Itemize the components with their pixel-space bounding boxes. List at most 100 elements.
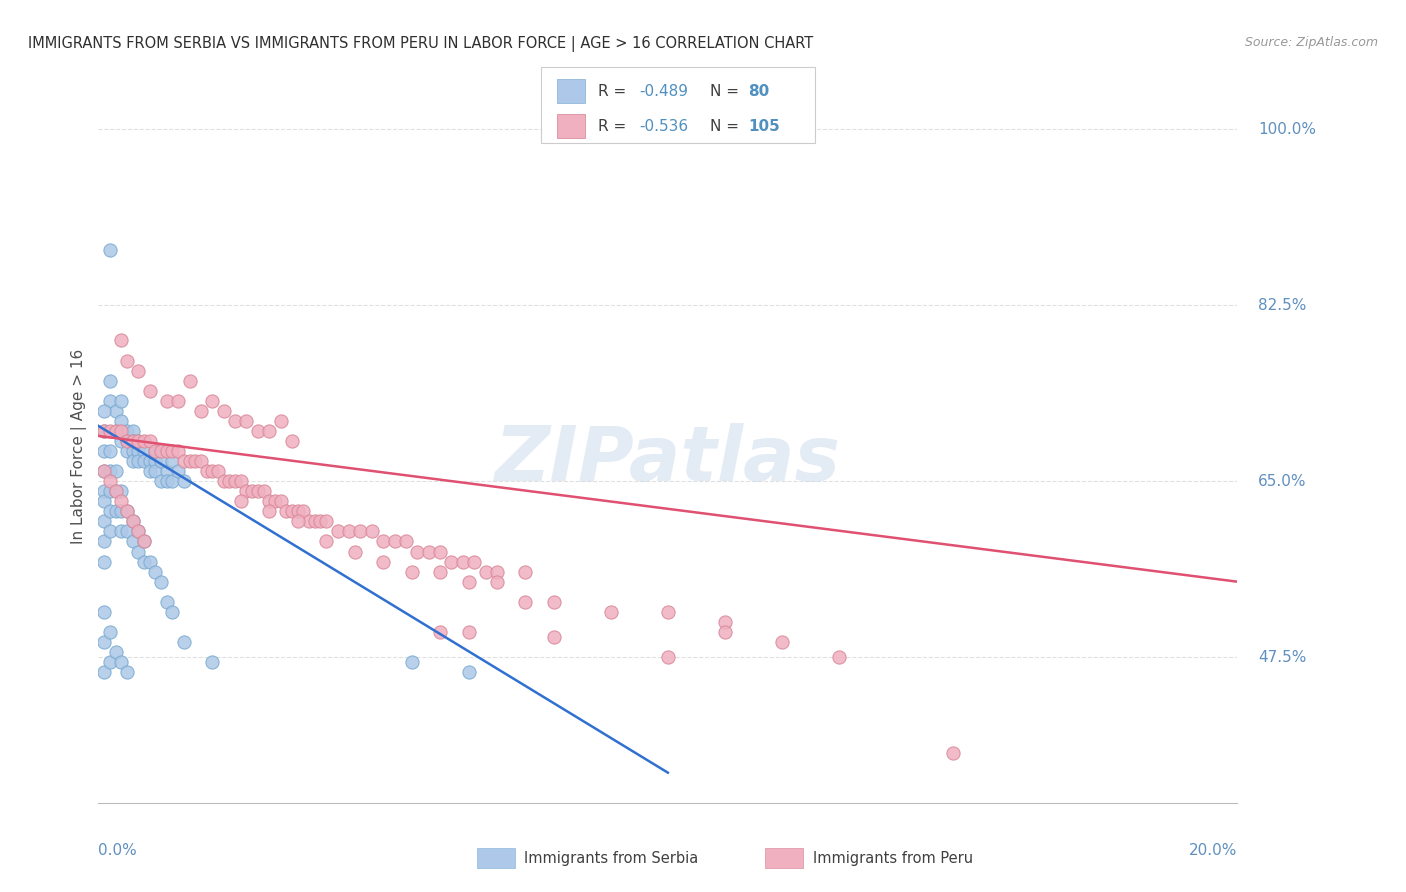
Point bbox=[162, 474, 184, 488]
Point bbox=[145, 464, 167, 478]
Point bbox=[463, 555, 485, 569]
Text: 0.0%: 0.0% bbox=[98, 843, 138, 858]
Point bbox=[115, 424, 138, 438]
Point bbox=[115, 434, 138, 448]
Point bbox=[657, 650, 679, 665]
Point bbox=[195, 464, 218, 478]
Point bbox=[98, 524, 121, 539]
Point bbox=[93, 605, 115, 619]
Point bbox=[156, 474, 179, 488]
Point bbox=[252, 484, 274, 499]
Point bbox=[309, 515, 332, 529]
Point bbox=[156, 393, 179, 408]
FancyBboxPatch shape bbox=[541, 67, 815, 143]
Point bbox=[132, 534, 155, 549]
Point bbox=[212, 474, 235, 488]
Point bbox=[145, 565, 167, 579]
Point bbox=[543, 595, 565, 609]
Point bbox=[115, 444, 138, 458]
Point bbox=[93, 484, 115, 499]
Point bbox=[486, 565, 509, 579]
Point bbox=[292, 504, 315, 518]
Point bbox=[110, 524, 132, 539]
Point bbox=[207, 464, 229, 478]
Point bbox=[104, 484, 127, 499]
Point bbox=[104, 424, 127, 438]
Point bbox=[235, 414, 257, 428]
Point bbox=[93, 424, 115, 438]
Point bbox=[173, 635, 195, 649]
Text: N =: N = bbox=[710, 84, 744, 99]
Point bbox=[270, 414, 292, 428]
Point bbox=[127, 544, 149, 558]
Point bbox=[132, 534, 155, 549]
Point bbox=[360, 524, 382, 539]
Point bbox=[515, 595, 537, 609]
Text: Immigrants from Serbia: Immigrants from Serbia bbox=[524, 851, 699, 865]
Point bbox=[138, 434, 160, 448]
Y-axis label: In Labor Force | Age > 16: In Labor Force | Age > 16 bbox=[72, 349, 87, 543]
Point bbox=[127, 434, 149, 448]
Point bbox=[121, 434, 143, 448]
Point bbox=[145, 444, 167, 458]
Text: 65.0%: 65.0% bbox=[1258, 474, 1306, 489]
Point bbox=[132, 444, 155, 458]
Point bbox=[110, 494, 132, 508]
Point bbox=[201, 393, 224, 408]
Point bbox=[93, 494, 115, 508]
Point bbox=[127, 434, 149, 448]
Point bbox=[127, 524, 149, 539]
Point bbox=[98, 424, 121, 438]
Text: 47.5%: 47.5% bbox=[1258, 649, 1306, 665]
Point bbox=[98, 464, 121, 478]
Point bbox=[145, 454, 167, 468]
Point bbox=[110, 414, 132, 428]
Point bbox=[167, 444, 190, 458]
Point bbox=[98, 484, 121, 499]
Point bbox=[515, 565, 537, 579]
Point bbox=[315, 515, 337, 529]
Point bbox=[93, 534, 115, 549]
Point bbox=[93, 635, 115, 649]
Text: N =: N = bbox=[710, 119, 744, 134]
Point bbox=[600, 605, 623, 619]
Point bbox=[229, 494, 252, 508]
Point bbox=[395, 534, 418, 549]
Point bbox=[190, 404, 212, 418]
Point bbox=[127, 454, 149, 468]
Text: -0.536: -0.536 bbox=[640, 119, 689, 134]
Point bbox=[110, 334, 132, 348]
Point bbox=[115, 434, 138, 448]
Point bbox=[93, 464, 115, 478]
Point bbox=[167, 393, 190, 408]
Point bbox=[173, 474, 195, 488]
Point bbox=[167, 464, 190, 478]
Text: Immigrants from Peru: Immigrants from Peru bbox=[813, 851, 973, 865]
Point bbox=[104, 464, 127, 478]
Point bbox=[190, 454, 212, 468]
Point bbox=[138, 454, 160, 468]
Point bbox=[457, 574, 479, 589]
Point bbox=[98, 243, 121, 257]
Point bbox=[457, 624, 479, 639]
Point bbox=[110, 504, 132, 518]
Point bbox=[229, 474, 252, 488]
Point bbox=[93, 515, 115, 529]
Point bbox=[224, 474, 246, 488]
Point bbox=[657, 605, 679, 619]
Point bbox=[127, 524, 149, 539]
Point bbox=[315, 534, 337, 549]
Text: Source: ZipAtlas.com: Source: ZipAtlas.com bbox=[1244, 36, 1378, 49]
Point bbox=[138, 555, 160, 569]
Point bbox=[246, 484, 269, 499]
FancyBboxPatch shape bbox=[557, 79, 585, 103]
Point bbox=[132, 434, 155, 448]
Point bbox=[98, 393, 121, 408]
Point bbox=[224, 414, 246, 428]
Point bbox=[93, 464, 115, 478]
Point bbox=[104, 484, 127, 499]
FancyBboxPatch shape bbox=[765, 848, 803, 868]
Point bbox=[110, 655, 132, 669]
Point bbox=[770, 635, 793, 649]
Point bbox=[418, 544, 440, 558]
